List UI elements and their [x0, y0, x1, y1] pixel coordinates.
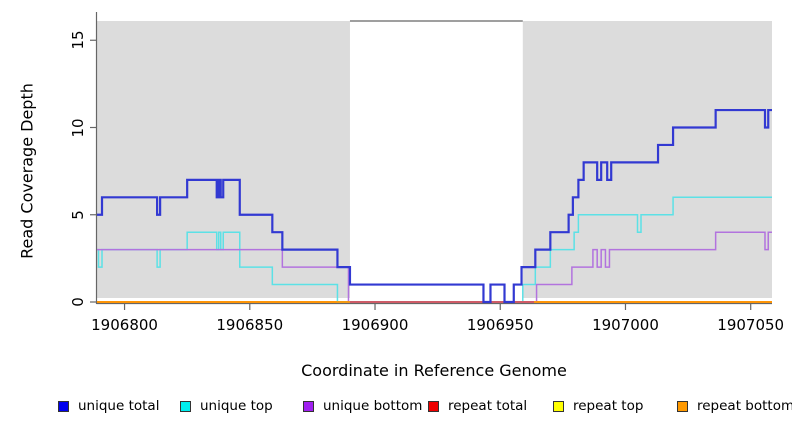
x-tick-label: 1906850: [216, 316, 284, 334]
y-tick-label: 0: [69, 297, 87, 307]
legend-swatch: [180, 400, 191, 412]
x-tick-label: 1906950: [466, 316, 534, 334]
y-tick-label: 5: [69, 209, 87, 220]
x-axis-title: Coordinate in Reference Genome: [301, 361, 567, 380]
legend-label: unique top: [200, 398, 273, 414]
y-axis-title: Read Coverage Depth: [17, 83, 37, 259]
legend-swatch: [553, 400, 564, 412]
legend-label: repeat bottom: [697, 398, 792, 414]
series-unique-total: [97, 108, 772, 304]
legend-item-unique-bottom: unique bottom: [303, 398, 423, 414]
y-tick-label: 10: [69, 117, 87, 138]
x-tick-label: 1907000: [592, 316, 659, 334]
legend-swatch: [303, 400, 314, 412]
legend-item-repeat-bottom: repeat bottom: [677, 398, 792, 414]
legend-swatch: [677, 400, 688, 412]
legend-item-repeat-top: repeat top: [553, 398, 644, 414]
right-gray-region: [522, 21, 772, 298]
legend-item-unique-total: unique total: [58, 398, 160, 414]
x-tick-label: 1906800: [91, 316, 158, 334]
legend-swatch: [58, 400, 69, 412]
legend-swatch: [428, 400, 439, 412]
x-tick-label: 1906900: [341, 316, 409, 334]
legend-item-repeat-total: repeat total: [428, 398, 528, 414]
y-tick-label: 15: [69, 30, 87, 50]
legend-label: repeat top: [573, 398, 644, 414]
x-tick-label: 1907050: [717, 316, 785, 334]
series-unique-top: [97, 196, 772, 303]
left-gray-region: [97, 21, 350, 298]
legend-label: unique total: [78, 398, 160, 414]
legend-label: repeat total: [448, 398, 528, 414]
legend-item-unique-top: unique top: [180, 398, 273, 414]
legend-label: unique bottom: [323, 398, 423, 414]
